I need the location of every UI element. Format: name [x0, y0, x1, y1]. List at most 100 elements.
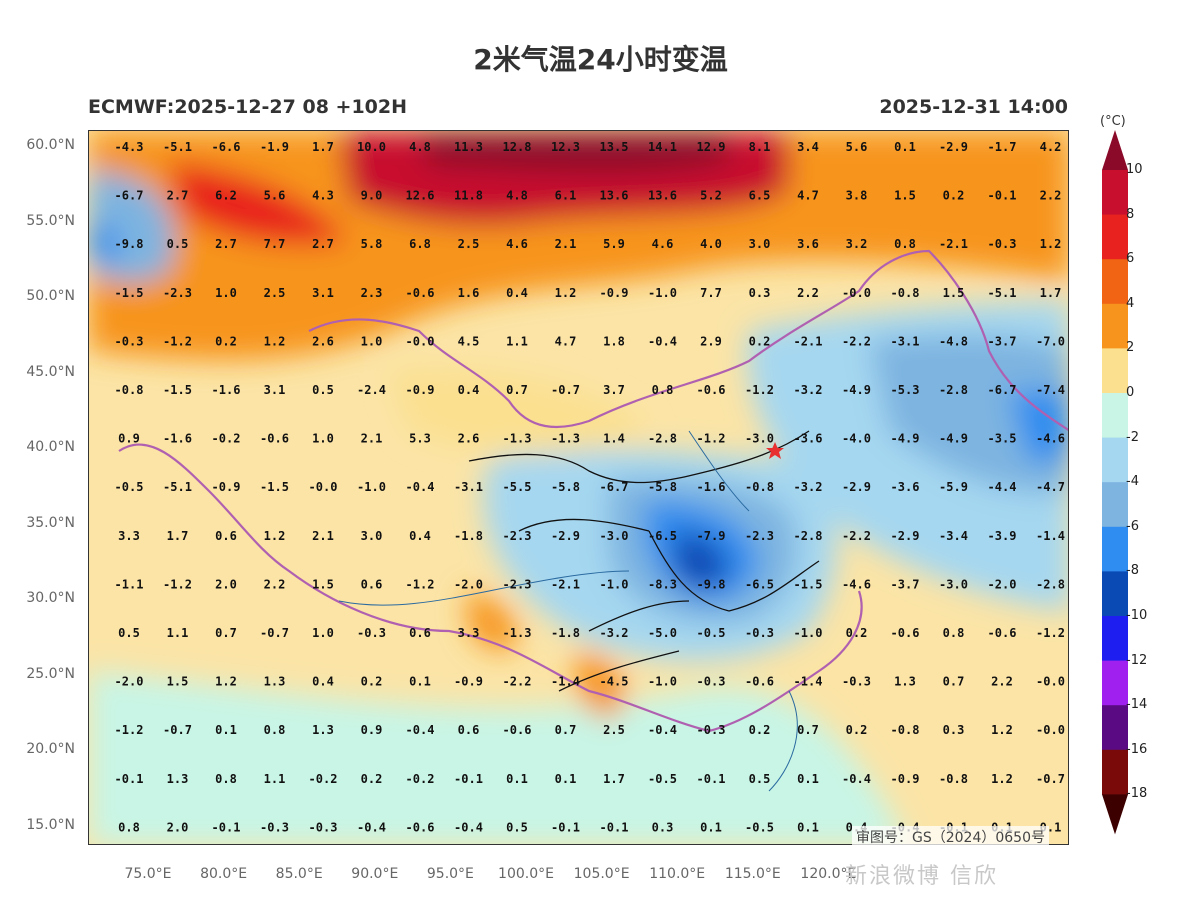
station-value: -4.6 [842, 577, 871, 591]
station-value: 1.5 [894, 189, 916, 203]
longitude-label: 85.0°E [275, 866, 323, 882]
station-value: -3.0 [600, 529, 629, 543]
colorbar-segment [1102, 749, 1128, 795]
station-value: 5.9 [603, 237, 625, 251]
latitude-label: 35.0°N [26, 514, 75, 531]
station-value: 0.1 [797, 820, 819, 834]
station-value: -1.0 [794, 626, 823, 640]
station-value: -1.6 [697, 480, 726, 494]
station-value: -1.2 [163, 334, 192, 348]
station-value: -0.5 [648, 772, 677, 786]
longitude-label: 110.0°E [649, 866, 706, 882]
station-value: 1.8 [603, 334, 625, 348]
station-value: 1.1 [167, 626, 189, 640]
station-value: -4.9 [891, 432, 920, 446]
station-value: 1.1 [264, 772, 286, 786]
station-value: -3.6 [794, 432, 823, 446]
station-value: 2.0 [167, 820, 189, 834]
station-value: 3.8 [846, 189, 868, 203]
colorbar-unit: (°C) [1100, 114, 1126, 129]
colorbar-bottom-arrow [1102, 794, 1128, 835]
station-value: 0.6 [215, 529, 237, 543]
station-value: 6.1 [555, 189, 577, 203]
station-value: -0.5 [697, 626, 726, 640]
station-value: 2.1 [312, 529, 334, 543]
station-value: 0.8 [118, 820, 140, 834]
station-value: -0.6 [745, 675, 774, 689]
station-value: -4.9 [842, 383, 871, 397]
station-value: 1.7 [167, 529, 189, 543]
station-value: 0.7 [215, 626, 237, 640]
station-value: 13.5 [600, 140, 629, 154]
station-value: -0.4 [842, 772, 871, 786]
station-value: -1.4 [551, 675, 580, 689]
station-value: -1.2 [745, 383, 774, 397]
colorbar-segment [1102, 348, 1128, 394]
station-value: -0.1 [115, 772, 144, 786]
station-value: 2.6 [312, 334, 334, 348]
station-value: 12.3 [551, 140, 580, 154]
station-value: -1.6 [212, 383, 241, 397]
station-value: 10.0 [357, 140, 386, 154]
station-value: -7.0 [1036, 334, 1065, 348]
station-value: -0.6 [503, 723, 532, 737]
station-value: -6.5 [648, 529, 677, 543]
capital-star-icon [766, 442, 784, 459]
station-value: -3.0 [939, 577, 968, 591]
colorbar-level-label: 0 [1126, 385, 1135, 400]
colorbar-segment [1102, 303, 1128, 349]
station-value: -1.5 [163, 383, 192, 397]
station-value: -3.0 [745, 432, 774, 446]
station-value: 5.3 [409, 432, 431, 446]
station-value: -0.3 [988, 237, 1017, 251]
station-value: 0.8 [894, 237, 916, 251]
station-value: 1.2 [264, 334, 286, 348]
station-value: -0.3 [115, 334, 144, 348]
station-value: 0.3 [749, 286, 771, 300]
station-value: 1.3 [312, 723, 334, 737]
station-value: -7.4 [1036, 383, 1065, 397]
station-value: -8.3 [648, 577, 677, 591]
station-value: 0.6 [458, 723, 480, 737]
latitude-label: 60.0°N [26, 137, 75, 153]
station-value: -2.9 [551, 529, 580, 543]
colorbar-level-label: -2 [1126, 429, 1139, 445]
station-value: 2.0 [215, 577, 237, 591]
station-value: 3.1 [264, 383, 286, 397]
station-value: -0.6 [260, 432, 289, 446]
station-value: -0.1 [454, 772, 483, 786]
colorbar-level-label: 10 [1126, 162, 1143, 177]
station-value: 1.2 [991, 772, 1013, 786]
station-value: 0.5 [118, 626, 140, 640]
station-value: -0.4 [648, 723, 677, 737]
colorbar-level-label: -16 [1126, 741, 1148, 757]
station-value: -0.1 [600, 820, 629, 834]
station-value: 12.6 [406, 189, 435, 203]
station-value: -2.0 [115, 675, 144, 689]
station-value: -2.4 [357, 383, 386, 397]
station-value: -0.5 [745, 820, 774, 834]
station-value: 5.6 [264, 189, 286, 203]
station-value: -1.2 [115, 723, 144, 737]
station-value: -7.9 [697, 529, 726, 543]
station-value: 1.5 [312, 577, 334, 591]
station-value: -1.2 [163, 577, 192, 591]
station-value: -0.5 [115, 480, 144, 494]
station-value: 0.7 [555, 723, 577, 737]
latitude-label: 55.0°N [26, 212, 75, 229]
station-value: 2.2 [1040, 189, 1062, 203]
station-value: 1.4 [603, 432, 625, 446]
station-value: 1.5 [943, 286, 965, 300]
station-value: -1.5 [260, 480, 289, 494]
station-value: -2.8 [648, 432, 677, 446]
station-value: 8.1 [749, 140, 771, 154]
station-value: -1.2 [1036, 626, 1065, 640]
station-value: 4.7 [555, 334, 577, 348]
station-value: 0.6 [409, 626, 431, 640]
station-value: -5.8 [648, 480, 677, 494]
station-value: 2.2 [991, 675, 1013, 689]
station-value: 13.6 [648, 189, 677, 203]
station-value: -0.3 [697, 723, 726, 737]
station-value: -1.3 [551, 432, 580, 446]
station-value: -1.3 [503, 432, 532, 446]
